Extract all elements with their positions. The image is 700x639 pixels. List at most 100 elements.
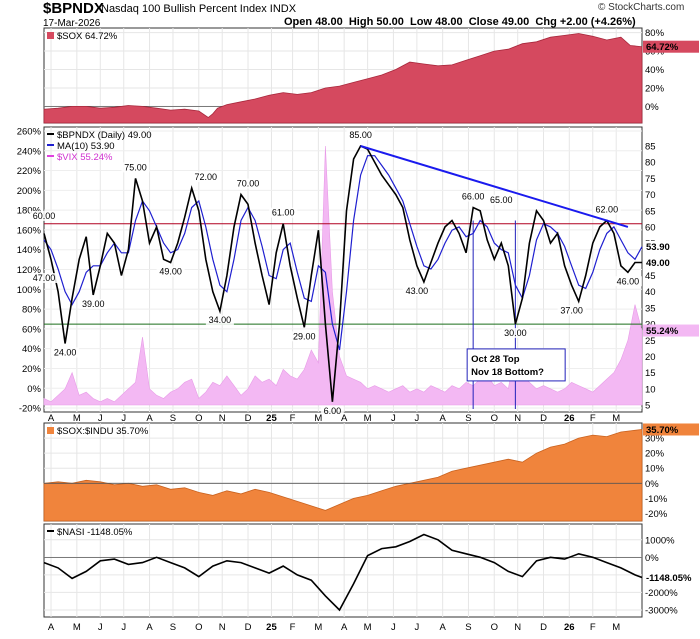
peak-label: 70.00 bbox=[237, 179, 260, 189]
x-axis-label: M bbox=[364, 413, 372, 424]
right-tick-label: 65 bbox=[645, 206, 656, 217]
y-tick-label: -3000% bbox=[645, 605, 678, 616]
left-tick-label: 220% bbox=[17, 166, 42, 177]
x-axis-label: J bbox=[121, 622, 126, 633]
x-axis-label: J bbox=[414, 622, 419, 633]
ma-last-value-box bbox=[643, 240, 699, 253]
left-tick-label: 40% bbox=[22, 344, 42, 355]
chg-label: Chg bbox=[535, 16, 557, 28]
y-tick-label: -2000% bbox=[645, 588, 678, 599]
left-tick-label: 260% bbox=[17, 126, 42, 137]
right-tick-label: 85 bbox=[645, 142, 656, 153]
ma-last-value: 53.90 bbox=[646, 242, 670, 253]
left-tick-label: 200% bbox=[17, 186, 42, 197]
high-value: 50.00 bbox=[376, 16, 404, 28]
close-label: Close bbox=[468, 16, 499, 28]
annotation-line1: Oct 28 Top bbox=[471, 354, 520, 365]
peak-label: 39.00 bbox=[82, 299, 105, 309]
x-axis-label: 26 bbox=[564, 622, 575, 633]
index-name-text: Nasdaq 100 Bullish Percent Index bbox=[101, 3, 267, 15]
x-axis-label: J bbox=[121, 413, 126, 424]
x-axis-label: A bbox=[341, 413, 348, 424]
peak-label-bg bbox=[290, 331, 319, 342]
y-tick-label: 10% bbox=[645, 464, 665, 475]
legend-series-text: $VIX 55.24% bbox=[57, 152, 113, 163]
x-axis-label: J bbox=[391, 622, 396, 633]
x-axis-label: F bbox=[290, 622, 296, 633]
close-value: 49.00 bbox=[501, 16, 530, 28]
x-axis-label: D bbox=[245, 413, 252, 424]
vix-area bbox=[43, 145, 643, 406]
left-tick-label: 160% bbox=[17, 225, 42, 236]
peak-label: 60.00 bbox=[33, 211, 56, 221]
peak-label: 61.00 bbox=[272, 208, 295, 218]
x-axis-label: D bbox=[540, 622, 547, 633]
peak-label-bg bbox=[51, 347, 80, 358]
peak-label-bg bbox=[557, 305, 586, 316]
x-axis-label: M bbox=[314, 413, 322, 424]
peak-label-bg bbox=[592, 204, 621, 215]
right-tick-label: 10 bbox=[645, 384, 656, 395]
x-axis-label: O bbox=[491, 622, 498, 633]
peak-label: 37.00 bbox=[560, 305, 583, 315]
x-axis-label: N bbox=[219, 622, 226, 633]
trendline bbox=[360, 145, 629, 228]
y-tick-label: 0% bbox=[645, 479, 659, 490]
bpndx-line bbox=[43, 144, 642, 402]
y-tick-label: 0% bbox=[645, 553, 659, 564]
left-tick-label: -20% bbox=[19, 404, 42, 415]
peak-label: 30.00 bbox=[504, 328, 527, 338]
low-label: Low bbox=[410, 16, 433, 28]
peak-label: 6.00 bbox=[324, 406, 342, 416]
ma10-line bbox=[43, 155, 643, 351]
x-axis-label: S bbox=[170, 413, 176, 424]
left-tick-label: 60% bbox=[22, 324, 42, 335]
vix-last-value: 55.24% bbox=[646, 326, 679, 337]
open-label: Open bbox=[284, 16, 313, 28]
peak-label: 66.00 bbox=[462, 192, 485, 202]
y-tick-label: -10% bbox=[645, 494, 668, 505]
x-axis-label: 25 bbox=[266, 413, 277, 424]
y-tick-label: 0% bbox=[645, 102, 659, 113]
peak-label-bg bbox=[459, 191, 488, 202]
right-tick-label: 40 bbox=[645, 287, 656, 298]
x-axis-label: N bbox=[514, 622, 521, 633]
nasi-line bbox=[43, 533, 643, 612]
chart-date: 17-Mar-2026 bbox=[43, 18, 101, 29]
bpndx-last-value-box bbox=[643, 256, 699, 269]
peak-label-bg bbox=[234, 178, 263, 189]
x-axis-label: A bbox=[48, 622, 55, 633]
legend-series-text: $BPNDX (Daily) 49.00 bbox=[57, 130, 152, 141]
x-axis-label: S bbox=[465, 413, 471, 424]
chg-value: +2.00 (+4.26%) bbox=[559, 16, 636, 28]
peak-label: 43.00 bbox=[406, 286, 429, 296]
nasi-last-value-box bbox=[643, 571, 699, 584]
peak-label: 65.00 bbox=[490, 195, 513, 205]
sox-indu-last-value: 35.70% bbox=[646, 425, 679, 436]
vix-last-value-box bbox=[643, 324, 699, 337]
peak-label-bg bbox=[402, 285, 431, 296]
right-tick-label: 35 bbox=[645, 303, 656, 314]
symbol-title: $BPNDX bbox=[43, 0, 104, 17]
nasi-last-value: -1148.05% bbox=[646, 573, 692, 584]
left-tick-label: 140% bbox=[17, 245, 42, 256]
x-axis-label: 25 bbox=[266, 622, 277, 633]
y-tick-label: 30% bbox=[645, 434, 665, 445]
x-axis-label: F bbox=[590, 622, 596, 633]
peak-label-bg bbox=[30, 210, 58, 221]
right-tick-label: 80 bbox=[645, 158, 656, 169]
annotation-box bbox=[466, 348, 566, 382]
x-axis-label: J bbox=[98, 622, 103, 633]
left-tick-label: 120% bbox=[17, 265, 42, 276]
left-tick-label: 80% bbox=[22, 305, 42, 316]
y-tick-label: -20% bbox=[645, 509, 668, 520]
right-tick-label: 45 bbox=[645, 271, 656, 282]
peak-label: 62.00 bbox=[596, 204, 619, 214]
x-axis-label: A bbox=[439, 413, 446, 424]
right-tick-label: 15 bbox=[645, 368, 656, 379]
peak-label: 75.00 bbox=[124, 162, 147, 172]
left-tick-label: 0% bbox=[27, 384, 41, 395]
peak-label-bg bbox=[156, 266, 185, 277]
annotation-line2: Nov 18 Bottom? bbox=[471, 367, 544, 378]
legend-nasi-text: $NASI -1148.05% bbox=[57, 527, 133, 538]
